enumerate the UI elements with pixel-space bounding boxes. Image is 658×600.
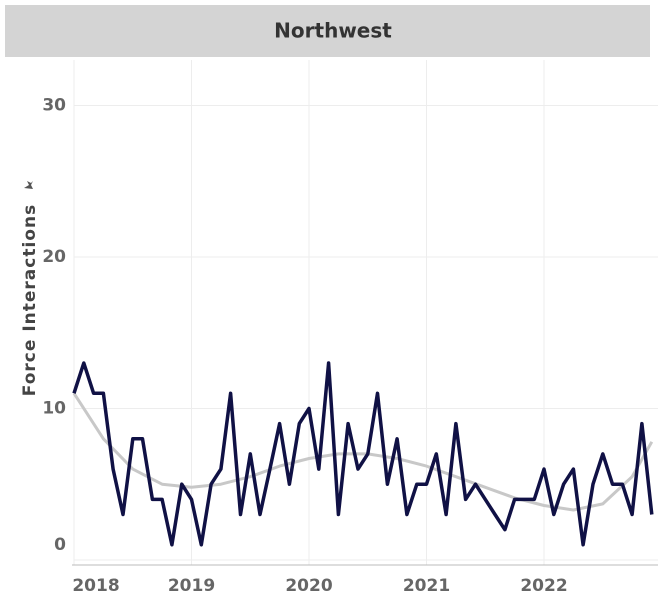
trend-line [72, 392, 654, 512]
pin-icon [24, 181, 33, 189]
y-tick-label: 10 [42, 398, 66, 418]
data-line [72, 361, 654, 547]
x-tick-label: 2022 [520, 576, 567, 596]
x-tick-label: 2021 [403, 576, 450, 596]
y-axis-title: Force Interactions [20, 204, 40, 396]
y-tick-label: 20 [42, 247, 66, 267]
x-tick-label: 2020 [285, 576, 332, 596]
y-tick-label: 0 [54, 535, 66, 555]
y-tick-label: 30 [42, 95, 66, 115]
title-bar [5, 5, 650, 57]
x-tick-label: 2019 [168, 576, 215, 596]
chart-title: Northwest [274, 19, 392, 43]
x-tick-label: 2018 [72, 576, 119, 596]
